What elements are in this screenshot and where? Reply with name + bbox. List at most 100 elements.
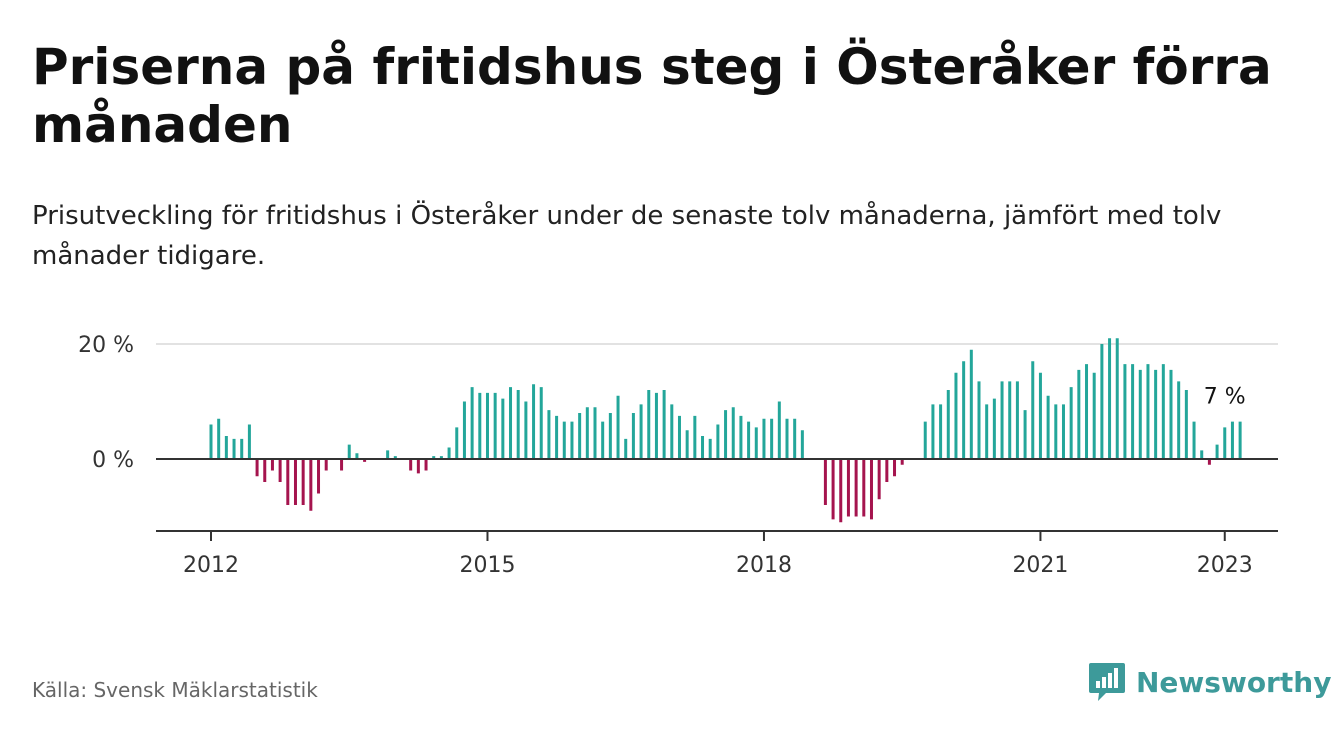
bar bbox=[670, 404, 674, 459]
y-tick-label: 0 % bbox=[92, 448, 134, 473]
bar bbox=[639, 404, 643, 459]
bar bbox=[432, 456, 436, 459]
bar bbox=[555, 415, 559, 459]
x-tick-label: 2023 bbox=[1197, 553, 1253, 578]
bar bbox=[1131, 364, 1135, 459]
bar bbox=[931, 404, 935, 459]
bar bbox=[493, 392, 497, 459]
bar bbox=[524, 401, 528, 459]
chart-subtitle: Prisutveckling för fritidshus i Österåke… bbox=[32, 201, 1222, 271]
bar bbox=[800, 430, 804, 459]
bar bbox=[677, 415, 681, 459]
y-tick-label: 20 % bbox=[78, 333, 134, 358]
x-tick-label: 2012 bbox=[183, 553, 239, 578]
bar bbox=[1146, 364, 1150, 459]
bar bbox=[317, 459, 321, 494]
bar bbox=[839, 459, 843, 523]
bar bbox=[509, 387, 513, 459]
bar bbox=[616, 395, 620, 459]
bar bbox=[1200, 450, 1204, 459]
bar bbox=[1008, 381, 1012, 459]
bar bbox=[631, 413, 635, 459]
bar bbox=[869, 459, 873, 520]
bar bbox=[1092, 372, 1096, 459]
bar bbox=[685, 430, 689, 459]
bar bbox=[1023, 410, 1027, 459]
bar bbox=[1154, 369, 1158, 459]
bar bbox=[1077, 369, 1081, 459]
bar bbox=[462, 401, 466, 459]
bar bbox=[562, 421, 566, 459]
x-tick-label: 2021 bbox=[1012, 553, 1068, 578]
bar bbox=[286, 459, 290, 505]
bar bbox=[447, 447, 451, 459]
bar bbox=[1238, 421, 1242, 459]
x-tick-label: 2015 bbox=[459, 553, 515, 578]
bar bbox=[478, 392, 482, 459]
bar bbox=[770, 418, 774, 459]
last-value-annotation: 7 % bbox=[1204, 384, 1246, 409]
bar bbox=[1061, 404, 1065, 459]
bar bbox=[247, 424, 251, 459]
source-note: Källa: Svensk Mäklarstatistik bbox=[32, 678, 318, 702]
bar bbox=[793, 418, 797, 459]
bar bbox=[585, 407, 589, 459]
bar bbox=[747, 421, 751, 459]
bar bbox=[1069, 387, 1073, 459]
bar bbox=[501, 398, 505, 459]
bar bbox=[1123, 364, 1127, 459]
bar bbox=[1169, 369, 1173, 459]
bar bbox=[854, 459, 858, 517]
bar bbox=[1015, 381, 1019, 459]
bar bbox=[1230, 421, 1234, 459]
bar bbox=[946, 390, 950, 459]
bar bbox=[1085, 364, 1089, 459]
bar bbox=[608, 413, 612, 459]
bar bbox=[309, 459, 313, 511]
bar bbox=[532, 384, 536, 459]
bar bbox=[1000, 381, 1004, 459]
newsworthy-brand-text: Newsworthy bbox=[1136, 665, 1332, 699]
bar bbox=[209, 424, 213, 459]
bar bbox=[1031, 361, 1035, 459]
bar bbox=[224, 436, 228, 459]
bar bbox=[1177, 381, 1181, 459]
bar bbox=[885, 459, 889, 482]
newsworthy-logo-icon bbox=[1089, 663, 1125, 701]
bar bbox=[831, 459, 835, 520]
bar bbox=[962, 361, 966, 459]
chart-title: Priserna på fritidshus steg i Österåker … bbox=[32, 38, 1272, 154]
bar bbox=[1115, 338, 1119, 459]
bar bbox=[992, 398, 996, 459]
bar bbox=[1100, 344, 1104, 459]
bar bbox=[455, 427, 459, 459]
bar bbox=[647, 390, 651, 459]
bar bbox=[1161, 364, 1165, 459]
bar bbox=[470, 387, 474, 459]
bar bbox=[439, 456, 443, 459]
bar bbox=[708, 438, 712, 459]
bar bbox=[393, 456, 397, 459]
bar bbox=[217, 418, 221, 459]
bars bbox=[209, 338, 1242, 523]
bar bbox=[693, 415, 697, 459]
bar bbox=[624, 438, 628, 459]
bar bbox=[754, 427, 758, 459]
bar bbox=[485, 392, 489, 459]
bar bbox=[293, 459, 297, 505]
bar bbox=[324, 459, 328, 471]
bar bbox=[363, 459, 367, 462]
bar bbox=[424, 459, 428, 471]
x-tick-label: 2018 bbox=[736, 553, 792, 578]
bar bbox=[386, 450, 390, 459]
bar bbox=[1054, 404, 1058, 459]
bar bbox=[724, 410, 728, 459]
bar bbox=[969, 349, 973, 459]
bar bbox=[1108, 338, 1112, 459]
bar bbox=[1223, 427, 1227, 459]
bar-chart: 20 % 0 % 2012 2015 2018 2021 2023 7 % bbox=[78, 333, 1278, 578]
bar bbox=[1038, 372, 1042, 459]
bar bbox=[846, 459, 850, 517]
bar bbox=[240, 438, 244, 459]
bar bbox=[278, 459, 282, 482]
